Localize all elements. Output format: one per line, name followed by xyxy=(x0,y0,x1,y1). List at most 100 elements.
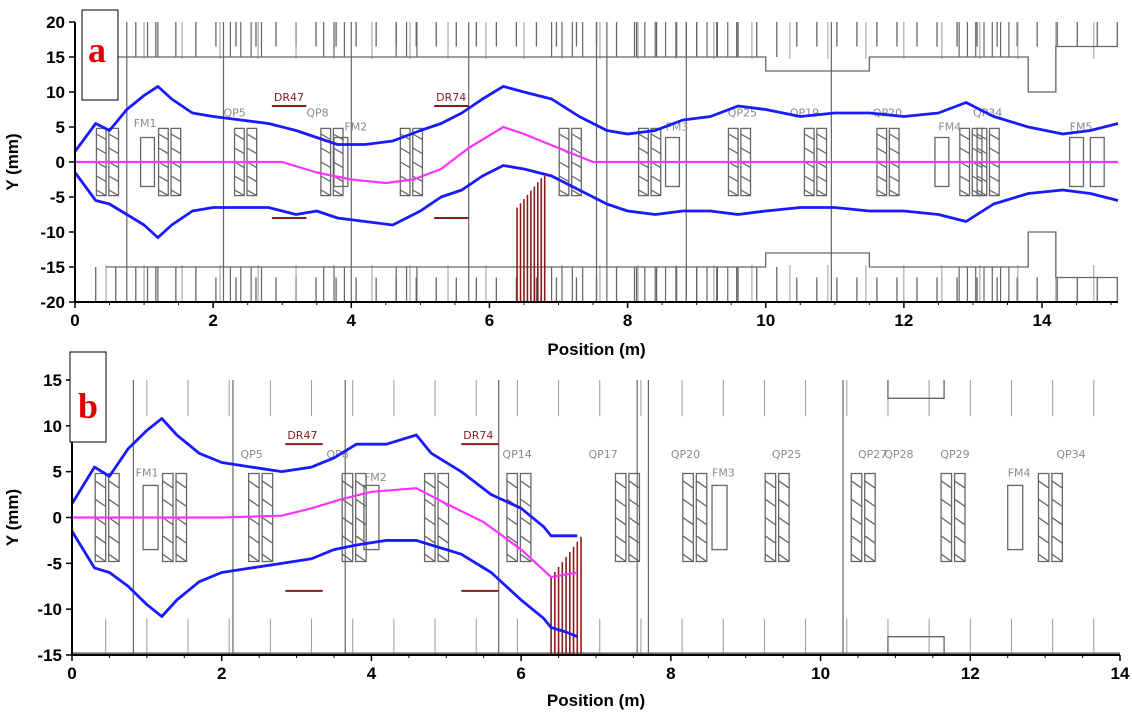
magnet-hatch xyxy=(650,133,662,141)
y-tick-label: 5 xyxy=(56,118,65,137)
magnet-hatch xyxy=(804,147,815,155)
series-upper-envelope xyxy=(73,85,1119,153)
magnet-hatch xyxy=(261,553,273,563)
element-label: QP29 xyxy=(940,448,969,461)
element-label: QP19 xyxy=(790,107,819,120)
magnet-hatch xyxy=(261,516,273,526)
magnet-hatch xyxy=(558,189,570,197)
magnet-hatch xyxy=(333,189,344,197)
magnet-hatch xyxy=(638,147,649,155)
element-label: FM1 xyxy=(134,117,157,130)
magnet-hatch xyxy=(506,553,518,563)
magnet-hatch xyxy=(506,480,518,489)
magnet-hatch xyxy=(520,553,532,563)
element-label: QP5 xyxy=(224,107,246,120)
x-tick-label: 4 xyxy=(367,664,377,683)
magnet-hatch xyxy=(571,175,582,183)
y-tick-label: -10 xyxy=(40,223,65,242)
magnet-hatch xyxy=(320,133,331,141)
aperture-walls xyxy=(95,22,1118,302)
magnet-hatch xyxy=(778,553,790,563)
magnet-hatch xyxy=(248,516,260,526)
magnet-hatch xyxy=(437,516,449,526)
magnet-hatch xyxy=(520,516,532,526)
y-tick-label: 20 xyxy=(46,13,65,32)
magnet-hatch xyxy=(804,175,815,183)
magnet-hatch xyxy=(424,498,436,508)
magnet-hatch xyxy=(650,175,662,183)
magnet-hatch xyxy=(108,553,120,563)
magnet-hatch xyxy=(333,133,344,141)
element-label: FM4 xyxy=(938,121,961,134)
magnet-hatch xyxy=(850,553,863,563)
element-label: QP8 xyxy=(306,107,328,120)
x-tick-label: 14 xyxy=(1111,664,1130,683)
magnet-hatch xyxy=(764,516,777,526)
stopper-comb xyxy=(516,176,546,302)
drift-label: DR74 xyxy=(436,91,466,104)
magnet-hatch xyxy=(437,535,449,544)
x-tick-label: 0 xyxy=(70,311,79,330)
magnet-hatch xyxy=(959,189,970,197)
magnet-hatch xyxy=(96,175,107,183)
series-lower-envelope xyxy=(73,164,1119,240)
monitor-box xyxy=(363,484,380,551)
magnet-hatch xyxy=(954,535,966,544)
magnet-hatch xyxy=(1051,480,1063,489)
magnet-hatch xyxy=(108,147,119,155)
magnet-hatch xyxy=(96,133,107,141)
magnet-hatch xyxy=(778,498,790,508)
magnet-hatch xyxy=(740,147,751,155)
magnet-hatch xyxy=(412,161,423,169)
magnet-hatch xyxy=(976,147,988,155)
magnet-hatch xyxy=(764,498,777,508)
magnet-hatch xyxy=(355,516,367,526)
magnet-hatch xyxy=(437,480,449,489)
element-label: QP28 xyxy=(884,448,913,461)
y-tick-label: 10 xyxy=(46,83,65,102)
y-tick-label: 0 xyxy=(56,153,65,172)
x-tick-label: 10 xyxy=(756,311,775,330)
magnet-hatch xyxy=(234,147,245,155)
magnet-hatch xyxy=(728,147,739,155)
magnet-hatch xyxy=(1051,498,1063,508)
magnet-hatch xyxy=(816,147,827,155)
magnet-hatch xyxy=(355,535,367,544)
magnet-hatch xyxy=(571,147,582,155)
element-label: QP25 xyxy=(772,448,801,461)
magnet-hatch xyxy=(954,516,966,526)
magnet-hatch xyxy=(424,480,436,489)
magnet-hatch xyxy=(954,553,966,563)
x-tick-label: 4 xyxy=(347,311,357,330)
x-tick-label: 6 xyxy=(516,664,525,683)
magnet-hatch xyxy=(520,480,532,489)
x-axis-title: Position (m) xyxy=(547,691,645,710)
magnet-hatch xyxy=(355,553,367,563)
magnet-hatch xyxy=(628,498,640,508)
series-centroid xyxy=(72,487,578,579)
drift-label: DR47 xyxy=(274,91,304,104)
magnet-hatch xyxy=(864,535,876,544)
series-centroid xyxy=(75,125,1118,185)
magnet-hatch xyxy=(333,161,344,169)
magnet-hatch xyxy=(558,133,570,141)
y-tick-label: -10 xyxy=(37,600,62,619)
magnet-hatch xyxy=(506,516,518,526)
magnet-hatch xyxy=(175,498,187,508)
magnet-hatch xyxy=(628,516,640,526)
magnet-hatch xyxy=(320,147,331,155)
magnet-hatch xyxy=(682,480,694,489)
magnet-hatch xyxy=(248,535,260,544)
magnet-hatch xyxy=(864,480,876,489)
magnet-hatch xyxy=(850,535,863,544)
magnet-hatch xyxy=(615,480,627,489)
magnet-hatch xyxy=(940,498,952,508)
magnet-hatch xyxy=(628,535,640,544)
x-tick-label: 12 xyxy=(894,311,913,330)
magnet-hatch xyxy=(162,480,174,489)
y-tick-label: -5 xyxy=(47,554,62,573)
magnet-hatch xyxy=(1038,480,1050,489)
element-label: FM4 xyxy=(1008,466,1031,479)
element-label: FM1 xyxy=(136,466,159,479)
magnet-hatch xyxy=(740,175,751,183)
